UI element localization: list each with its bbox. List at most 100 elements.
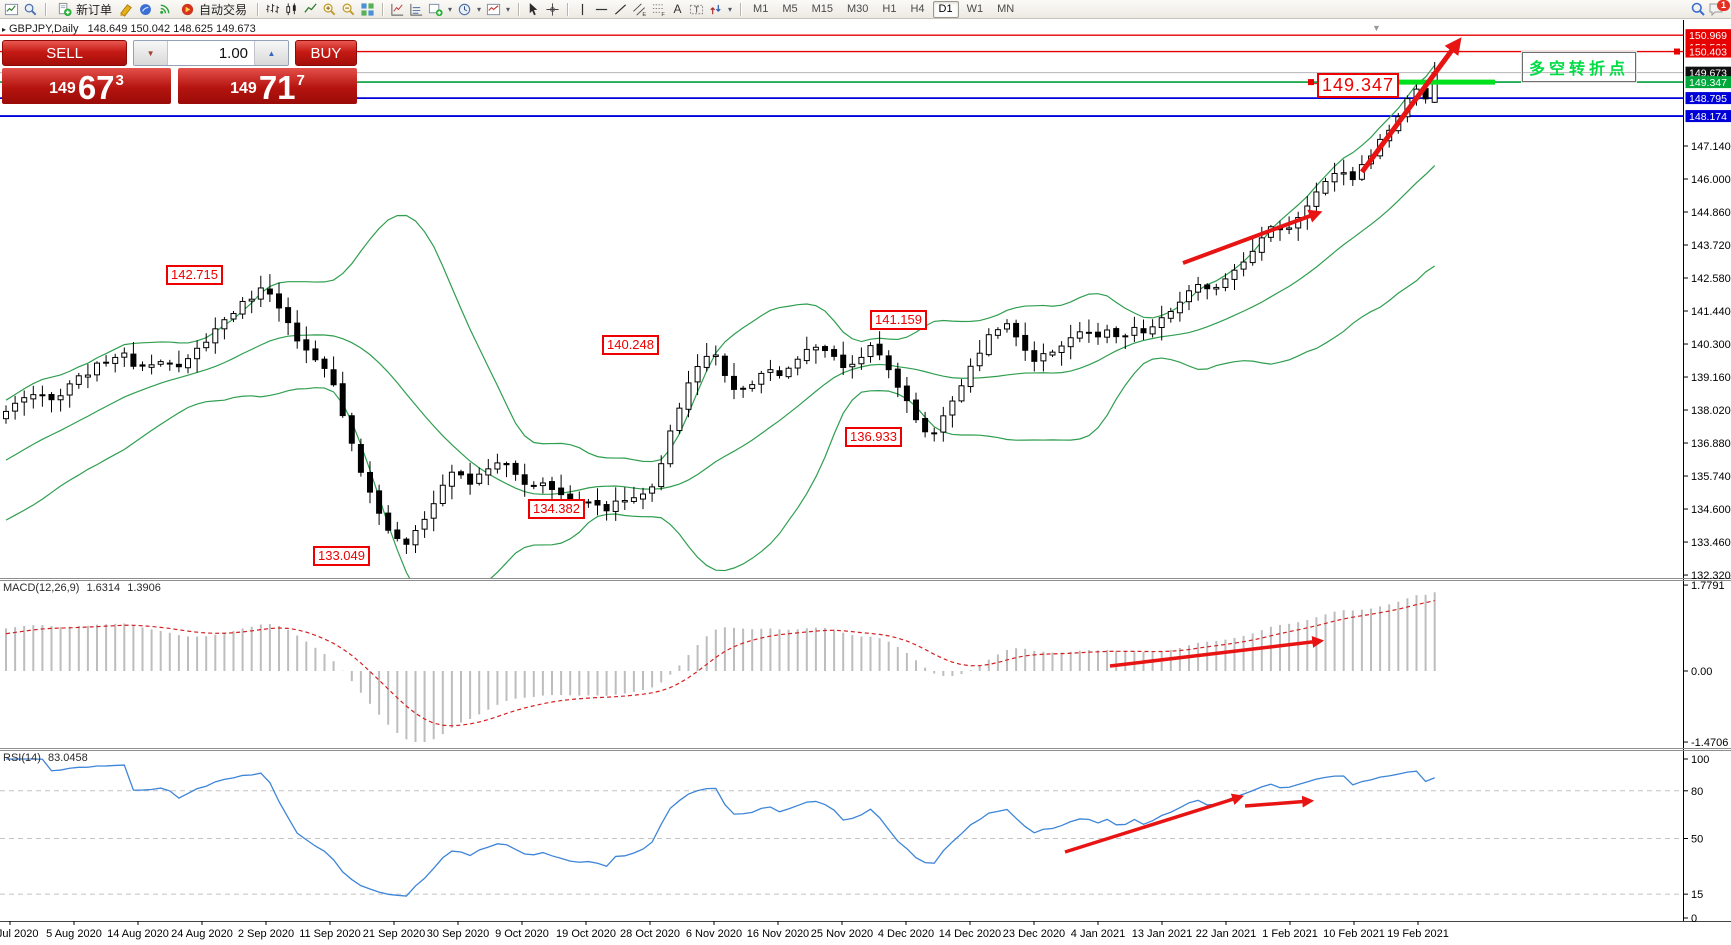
- candle: [1186, 284, 1192, 311]
- x-axis-label: 9 Oct 2020: [495, 928, 549, 940]
- trend-arrow[interactable]: [1109, 636, 1325, 668]
- community-icon[interactable]: [137, 1, 154, 17]
- crosshair-icon[interactable]: [544, 1, 561, 17]
- price-annotation-label[interactable]: 149.347: [1317, 73, 1400, 98]
- macd-axis-label: -1.4706: [1691, 737, 1728, 749]
- text-label-tool-icon[interactable]: T: [688, 1, 705, 17]
- fibonacci-tool-icon[interactable]: F: [650, 1, 667, 17]
- notifications-icon[interactable]: 1: [1708, 0, 1730, 17]
- candle: [1340, 159, 1347, 186]
- candlestick-chart-icon[interactable]: [283, 1, 300, 17]
- buy-button[interactable]: BUY: [294, 40, 357, 66]
- period-caret[interactable]: ▾: [477, 4, 482, 14]
- vertical-line-tool-icon[interactable]: [574, 1, 591, 17]
- candle: [148, 354, 155, 375]
- candle: [448, 464, 455, 500]
- equidistant-channel-tool-icon[interactable]: E: [631, 1, 648, 17]
- line-chart-icon[interactable]: [302, 1, 319, 17]
- market-watch-icon[interactable]: [22, 1, 39, 17]
- candle: [703, 342, 710, 372]
- candle: [803, 336, 810, 365]
- trendline-tool-icon[interactable]: [612, 1, 629, 17]
- y-axis-label: 147.140: [1691, 141, 1731, 153]
- timeframe-button-M15[interactable]: M15: [811, 2, 833, 15]
- volume-increase-button[interactable]: ▲: [254, 41, 288, 65]
- x-axis-label: 1 Feb 2021: [1262, 928, 1318, 940]
- note-box[interactable]: 多空转折点: [1522, 52, 1637, 82]
- horizontal-line-tool-icon[interactable]: [593, 1, 610, 17]
- timeframe-button-MN[interactable]: MN: [997, 2, 1015, 15]
- zoom-out-icon[interactable]: [340, 1, 357, 17]
- volume-decrease-button[interactable]: ▼: [134, 41, 169, 65]
- arrows-tool-caret[interactable]: ▾: [728, 4, 733, 14]
- candle: [75, 372, 82, 389]
- zoom-in-icon[interactable]: [321, 1, 338, 17]
- autotrading-button[interactable]: 自动交易: [175, 1, 251, 17]
- candle: [1085, 319, 1092, 343]
- timeframe-button-M1[interactable]: M1: [753, 2, 769, 15]
- trend-arrow[interactable]: [1244, 795, 1315, 808]
- price-annotation-label[interactable]: 140.248: [602, 335, 659, 355]
- chart-window-icon[interactable]: [3, 1, 20, 17]
- timeframe-button-H1[interactable]: H1: [882, 2, 897, 15]
- signals-icon[interactable]: [156, 1, 173, 17]
- trend-arrow[interactable]: [1064, 793, 1244, 854]
- template-icon[interactable]: [485, 1, 502, 17]
- candle: [822, 344, 828, 358]
- sell-price-point: 3: [115, 72, 124, 89]
- svg-text:T: T: [694, 4, 699, 14]
- add-indicator-icon[interactable]: [427, 1, 444, 17]
- trend-arrow[interactable]: [1182, 209, 1323, 265]
- candle: [94, 361, 100, 382]
- volume-stepper: ▼ ▲: [133, 40, 289, 66]
- candle: [1049, 349, 1056, 358]
- price-annotation-label[interactable]: 142.715: [166, 265, 223, 285]
- template-caret[interactable]: ▾: [506, 4, 511, 14]
- price-annotation-label[interactable]: 134.382: [528, 499, 585, 519]
- candle: [1176, 291, 1183, 322]
- timeframe-button-W1[interactable]: W1: [966, 2, 984, 15]
- arrows-tool-icon[interactable]: [707, 1, 724, 17]
- volume-input[interactable]: [168, 41, 255, 65]
- tile-windows-icon[interactable]: [359, 1, 376, 17]
- text-tool-icon[interactable]: A: [673, 2, 682, 16]
- timeframe-button-D1[interactable]: D1: [932, 0, 959, 18]
- price-annotation-label[interactable]: 133.049: [313, 546, 370, 566]
- candle: [467, 462, 474, 495]
- price-annotation-label[interactable]: 141.159: [870, 310, 927, 330]
- candle: [321, 356, 328, 378]
- period-clock-icon[interactable]: [456, 1, 473, 17]
- candle: [239, 297, 246, 319]
- x-axis-label: 14 Dec 2020: [939, 928, 1001, 940]
- search-icon[interactable]: [1689, 1, 1706, 17]
- candle: [667, 424, 674, 468]
- x-axis-label: 24 Aug 2020: [171, 928, 233, 940]
- add-indicator-caret[interactable]: ▾: [448, 4, 453, 14]
- timeframe-button-H4[interactable]: H4: [910, 2, 925, 15]
- sell-button[interactable]: SELL: [2, 40, 128, 66]
- price-annotation-label[interactable]: 136.933: [845, 427, 902, 447]
- timeframe-button-M5[interactable]: M5: [782, 2, 798, 15]
- trend-arrow[interactable]: [1359, 37, 1462, 174]
- metaeditor-icon[interactable]: [118, 1, 135, 17]
- candle: [348, 412, 355, 452]
- candle: [685, 370, 692, 418]
- candle: [1267, 224, 1274, 242]
- candle: [1067, 324, 1074, 360]
- timeframe-button-M30[interactable]: M30: [847, 2, 869, 15]
- candle: [185, 354, 191, 374]
- candle: [21, 390, 28, 416]
- indicator-list-icon[interactable]: [408, 1, 425, 17]
- y-axis-label: 143.720: [1691, 240, 1731, 252]
- candle: [1104, 324, 1111, 344]
- sell-price-panel[interactable]: 149 67 3: [2, 68, 171, 104]
- candle: [1213, 283, 1220, 296]
- object-handle[interactable]: [1674, 48, 1680, 55]
- cursor-icon[interactable]: [525, 1, 542, 17]
- object-handle[interactable]: [1308, 79, 1314, 86]
- new-order-button[interactable]: 新订单: [52, 1, 116, 17]
- bar-chart-icon[interactable]: [264, 1, 281, 17]
- buy-price-panel[interactable]: 149 71 7: [178, 68, 357, 104]
- indicator-window-icon[interactable]: [389, 1, 406, 17]
